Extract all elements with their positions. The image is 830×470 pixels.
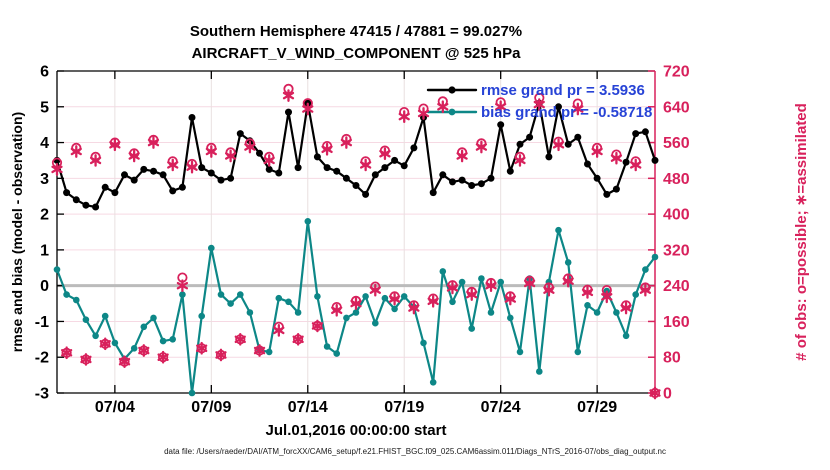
- svg-text:-3: -3: [35, 386, 49, 403]
- x-axis-label: Jul.01,2016 00:00:00 start: [265, 422, 447, 439]
- left-axis-ticks: 6 5 4 3 2 1 0 -1 -2 -3: [35, 64, 64, 403]
- series-assimilated-obs: [51, 89, 661, 400]
- series-rmse: [53, 99, 659, 211]
- svg-text:400: 400: [663, 207, 690, 224]
- svg-text:-2: -2: [35, 350, 49, 367]
- chart-title-line1: Southern Hemisphere 47415 / 47881 = 99.0…: [189, 23, 523, 40]
- right-y-axis-label: # of obs: o=possible; ∗=assimilated: [793, 103, 810, 361]
- chart-title-line2: AIRCRAFT_V_WIND_COMPONENT @ 525 hPa: [191, 45, 521, 62]
- left-y-axis-label: rmse and bias (model - observation): [9, 111, 25, 353]
- svg-text:07/24: 07/24: [481, 399, 521, 416]
- svg-text:480: 480: [663, 171, 690, 188]
- data-file-path-caption: data file: /Users/raeder/DAI/ATM_forcXX/…: [164, 447, 666, 456]
- svg-text:80: 80: [663, 350, 681, 367]
- svg-text:07/29: 07/29: [577, 399, 617, 416]
- svg-text:07/19: 07/19: [384, 399, 424, 416]
- svg-text:560: 560: [663, 135, 690, 152]
- right-axis-ticks: 720 640 560 480 400 320 240 160 80 0: [648, 64, 690, 403]
- svg-text:0: 0: [40, 278, 49, 295]
- svg-text:6: 6: [40, 64, 49, 81]
- svg-text:320: 320: [663, 242, 690, 259]
- svg-text:160: 160: [663, 314, 690, 331]
- legend-entry-rmse: rmse grand pr = 3.5936: [481, 82, 645, 99]
- legend-entry-bias: bias grand pr = -0.58718: [481, 104, 653, 121]
- axes-frame: [56, 70, 656, 394]
- svg-text:640: 640: [663, 99, 690, 116]
- svg-text:1: 1: [40, 242, 49, 259]
- svg-text:0: 0: [663, 386, 672, 403]
- x-axis-ticks: 07/04 07/09 07/14 07/19 07/24 07/29: [95, 71, 617, 416]
- svg-text:07/04: 07/04: [95, 399, 135, 416]
- svg-text:07/14: 07/14: [288, 399, 328, 416]
- svg-text:2: 2: [40, 207, 49, 224]
- svg-text:720: 720: [663, 64, 690, 81]
- legend-sample-lines: [426, 86, 478, 116]
- svg-text:3: 3: [40, 171, 49, 188]
- svg-text:-1: -1: [35, 314, 49, 331]
- svg-text:07/09: 07/09: [191, 399, 231, 416]
- svg-text:4: 4: [40, 135, 49, 152]
- svg-text:5: 5: [40, 99, 49, 116]
- svg-text:240: 240: [663, 278, 690, 295]
